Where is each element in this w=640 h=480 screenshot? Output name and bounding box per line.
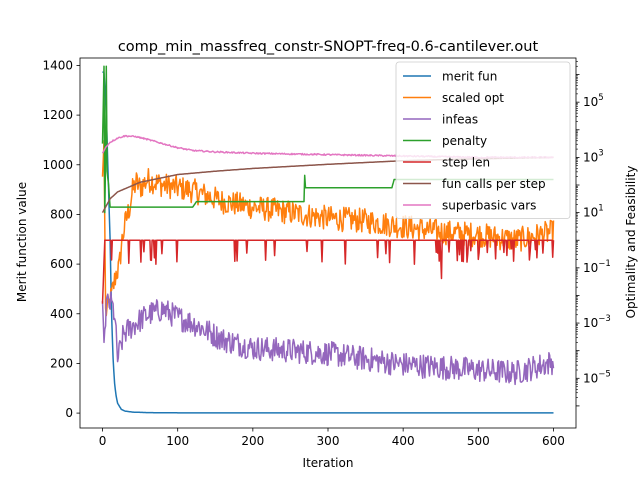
y-tick-label: 400 xyxy=(50,307,73,321)
legend-entry: step len xyxy=(442,156,490,170)
y-tick-label: 1200 xyxy=(42,108,73,122)
y2-tick-label: 103 xyxy=(583,148,604,164)
y-tick-label: 1000 xyxy=(42,158,73,172)
legend: merit fun scaled opt infeas penalty step len… xyxy=(395,61,571,219)
series-line-merit-fun xyxy=(102,71,554,414)
x-axis-label: Iteration xyxy=(303,456,354,470)
legend-entry: penalty xyxy=(442,134,487,148)
chart-title: comp_min_massfreq_constr-SNOPT-freq-0.6-… xyxy=(118,39,539,55)
plot-area xyxy=(101,65,555,414)
y-tick-label: 0 xyxy=(65,406,73,420)
y-tick-label: 600 xyxy=(50,257,73,271)
y2-tick-label: 105 xyxy=(583,93,604,109)
legend-entry: merit fun xyxy=(442,70,497,84)
x-tick-label: 0 xyxy=(99,434,107,448)
x-tick-label: 200 xyxy=(241,434,264,448)
x-tick-label: 300 xyxy=(317,434,340,448)
legend-entry: scaled opt xyxy=(442,91,504,105)
y-tick-label: 200 xyxy=(50,356,73,370)
y2-tick-label: 10−3 xyxy=(583,314,611,330)
legend-entry: superbasic vars xyxy=(442,199,536,213)
y-tick-label: 800 xyxy=(50,207,73,221)
series-lines xyxy=(101,65,555,414)
axes: 0 100 200 300 400 500 600 0 200 400 600 800 1000 1200… xyxy=(42,57,611,448)
y2-tick-label: 10−1 xyxy=(583,259,611,275)
legend-box xyxy=(395,61,571,219)
series-line-infeas xyxy=(101,291,555,386)
x-tick-label: 400 xyxy=(392,434,415,448)
x-tick-label: 100 xyxy=(166,434,189,448)
y-tick-label: 1400 xyxy=(42,58,73,72)
legend-entry: infeas xyxy=(442,113,478,127)
x-tick-label: 600 xyxy=(542,434,565,448)
series-line-step-len xyxy=(101,239,555,304)
y2-tick-label: 10−5 xyxy=(583,369,611,385)
y-axis-label: Merit function value xyxy=(15,182,29,302)
x-tick-label: 500 xyxy=(467,434,490,448)
y2-tick-label: 101 xyxy=(583,204,604,220)
y2-axis-label: Optimality and Feasibility xyxy=(624,166,638,319)
legend-entry: fun calls per step xyxy=(442,177,546,191)
series-line-scaled-opt xyxy=(101,140,555,317)
